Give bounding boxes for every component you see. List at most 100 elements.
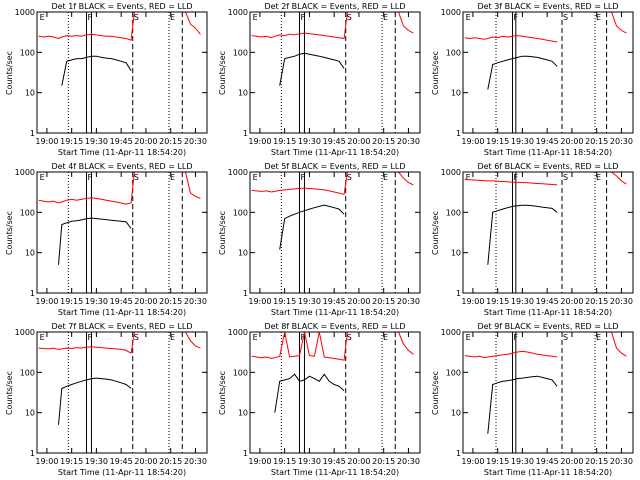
x-tick-label: 20:15 — [372, 297, 395, 306]
event-label: F — [301, 173, 306, 182]
x-tick-label: 19:45 — [110, 137, 133, 146]
x-tick-label: 20:00 — [560, 457, 583, 466]
y-tick-label: 10 — [25, 409, 35, 418]
x-tick-label: 19:15 — [273, 457, 296, 466]
y-tick-label: 1000 — [441, 168, 461, 177]
x-tick-label: 19:00 — [35, 457, 58, 466]
event-label: E — [383, 173, 388, 182]
data-line — [38, 172, 201, 205]
x-tick-label: 20:30 — [397, 457, 420, 466]
event-label: E — [596, 13, 601, 22]
x-tick-label: 19:30 — [511, 137, 534, 146]
y-tick-label: 1000 — [228, 8, 248, 17]
x-tick-label: 20:00 — [560, 297, 583, 306]
event-label: S — [134, 333, 139, 342]
x-tick-label: 20:00 — [134, 457, 157, 466]
event-label: E — [596, 173, 601, 182]
plot-frame — [249, 11, 421, 134]
x-tick-label: 20:30 — [610, 137, 633, 146]
y-tick-label: 1000 — [228, 328, 248, 337]
event-label: F — [88, 173, 93, 182]
y-tick-label: 100 — [233, 48, 248, 57]
event-label: S — [347, 333, 352, 342]
data-line — [274, 373, 345, 413]
y-tick-label: 10 — [451, 249, 461, 258]
x-tick-label: 19:30 — [85, 137, 108, 146]
data-line — [38, 12, 201, 41]
plot-frame — [36, 171, 208, 294]
y-tick-label: 10 — [238, 89, 248, 98]
x-tick-label: 19:00 — [461, 137, 484, 146]
x-axis-label: Start Time (11-Apr-11 18:54:20) — [484, 148, 612, 157]
event-label: E — [40, 333, 45, 342]
x-tick-label: 19:15 — [486, 457, 509, 466]
y-tick-label: 100 — [233, 368, 248, 377]
x-axis-label: Start Time (11-Apr-11 18:54:20) — [484, 308, 612, 317]
data-line — [487, 204, 558, 265]
event-label: E — [596, 333, 601, 342]
event-label: E — [253, 333, 258, 342]
y-tick-label: 1 — [456, 449, 461, 458]
y-axis-label: Counts/sec — [5, 51, 14, 95]
x-tick-label: 20:00 — [134, 137, 157, 146]
x-tick-label: 19:30 — [298, 457, 321, 466]
x-tick-label: 20:30 — [397, 297, 420, 306]
plot-frame — [36, 11, 208, 134]
panel: Det 1f BLACK = Events, RED = LLD Start Ti… — [5, 2, 208, 157]
x-tick-label: 19:15 — [486, 137, 509, 146]
x-tick-label: 20:30 — [184, 137, 207, 146]
y-tick-label: 1 — [30, 129, 35, 138]
x-tick-label: 19:15 — [60, 297, 83, 306]
event-label: E — [170, 173, 175, 182]
chart-title: Det 4f BLACK = Events, RED = LLD — [51, 162, 192, 171]
x-axis-label: Start Time (11-Apr-11 18:54:20) — [271, 148, 399, 157]
event-label: S — [347, 173, 352, 182]
event-label: E — [383, 13, 388, 22]
y-tick-label: 1 — [30, 289, 35, 298]
y-tick-label: 1000 — [15, 8, 35, 17]
y-tick-label: 1 — [243, 129, 248, 138]
x-tick-label: 20:30 — [184, 297, 207, 306]
panel: Det 2f BLACK = Events, RED = LLD Start Ti… — [218, 2, 421, 157]
data-line — [279, 204, 345, 250]
x-tick-label: 19:45 — [323, 457, 346, 466]
data-line — [464, 172, 627, 186]
event-label: F — [514, 333, 519, 342]
x-tick-label: 20:30 — [610, 297, 633, 306]
y-tick-label: 100 — [446, 208, 461, 217]
y-tick-label: 1000 — [15, 328, 35, 337]
event-label: E — [466, 13, 471, 22]
data-line — [38, 332, 201, 354]
x-tick-label: 20:15 — [159, 297, 182, 306]
plot-frame — [462, 331, 634, 454]
x-tick-label: 20:00 — [560, 137, 583, 146]
x-tick-label: 19:00 — [248, 137, 271, 146]
event-label: E — [40, 13, 45, 22]
x-tick-label: 20:15 — [585, 457, 608, 466]
data-line — [487, 375, 558, 434]
x-tick-label: 19:30 — [298, 297, 321, 306]
panel: Det 8f BLACK = Events, RED = LLD Start Ti… — [218, 322, 421, 477]
x-tick-label: 19:00 — [461, 297, 484, 306]
x-tick-label: 19:45 — [323, 297, 346, 306]
x-axis-label: Start Time (11-Apr-11 18:54:20) — [58, 148, 186, 157]
x-axis-label: Start Time (11-Apr-11 18:54:20) — [484, 468, 612, 477]
x-tick-label: 19:30 — [85, 297, 108, 306]
event-label: F — [514, 173, 519, 182]
x-tick-label: 20:30 — [397, 137, 420, 146]
y-tick-label: 100 — [233, 208, 248, 217]
data-line — [58, 217, 132, 265]
x-axis-label: Start Time (11-Apr-11 18:54:20) — [271, 468, 399, 477]
plot-frame — [462, 171, 634, 294]
x-tick-label: 19:45 — [323, 137, 346, 146]
y-tick-label: 10 — [25, 89, 35, 98]
x-tick-label: 19:45 — [110, 297, 133, 306]
data-line — [279, 52, 345, 86]
x-tick-label: 19:45 — [536, 137, 559, 146]
panel: Det 3f BLACK = Events, RED = LLD Start Ti… — [431, 2, 634, 157]
y-tick-label: 1000 — [441, 328, 461, 337]
panel: Det 5f BLACK = Events, RED = LLD Start Ti… — [218, 162, 421, 317]
chart-title: Det 1f BLACK = Events, RED = LLD — [51, 2, 192, 11]
panel: Det 6f BLACK = Events, RED = LLD Start Ti… — [431, 162, 634, 317]
event-label: S — [563, 333, 568, 342]
